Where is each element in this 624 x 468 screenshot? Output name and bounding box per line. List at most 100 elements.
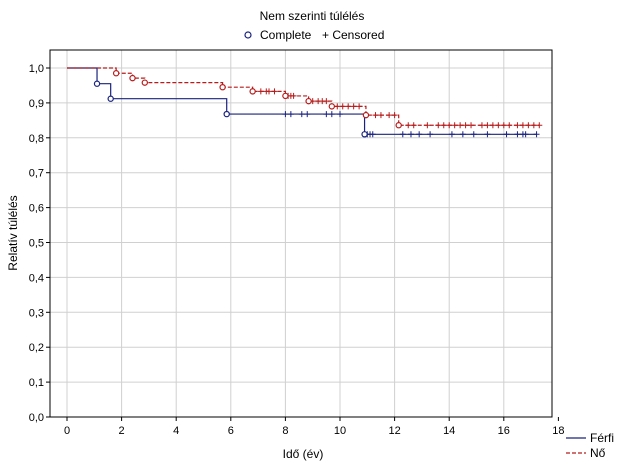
censored-marker [484,131,491,138]
censored-marker [533,131,540,138]
censored-marker [440,122,447,129]
censored-marker [369,131,376,138]
censored-marker [334,103,341,110]
censored-marker [328,111,335,118]
censored-marker [506,122,513,129]
complete-marker [223,110,230,118]
censored-marker [323,111,330,118]
censored-marker [298,111,305,118]
censored-marker [350,103,357,110]
censored-marker [424,122,431,129]
censored-marker [323,98,330,105]
censored-marker [405,122,412,129]
series-1 [67,67,540,138]
complete-marker [395,122,402,129]
censored-marker [536,122,543,129]
complete-marker [129,74,136,82]
y-tick-label: 0,0 [29,412,44,424]
x-tick-label: 4 [173,425,179,437]
censored-marker [416,131,423,138]
marker-legend: Complete + Censored [244,28,384,42]
complete-marker-icon [244,31,252,39]
y-tick-label: 1,0 [29,63,44,75]
series-2 [67,67,543,129]
censored-marker [427,131,434,138]
chart-title: Nem szerinti túlélés [260,9,365,23]
censored-marker [495,122,502,129]
x-tick-label: 2 [119,425,125,437]
censored-marker [399,131,406,138]
censored-marker [519,122,526,129]
x-tick-label: 12 [388,425,400,437]
censored-marker [457,122,464,129]
censored-marker [448,131,455,138]
axes: 0 2 4 6 8 10 12 14 16 18 0,0 0,1 0,2 0,3 0,4 0,5 0,6 0,7 0… [29,63,565,437]
x-tick-label: 6 [228,425,234,437]
y-tick-label: 0,2 [29,342,44,354]
x-tick-label: 8 [282,425,288,437]
x-tick-label: 16 [498,425,510,437]
censored-marker [356,103,363,110]
y-tick-label: 0,1 [29,377,44,389]
marker-legend-censored: + Censored [322,28,384,42]
x-axis-label: Idő (év) [283,447,324,461]
censored-marker [339,103,346,110]
censored-marker [282,111,289,118]
x-tick-label: 18 [552,425,564,437]
survival-line [67,67,537,135]
y-tick-label: 0,3 [29,307,44,319]
censored-marker [372,112,379,119]
censored-marker [290,92,297,99]
x-tick-label: 14 [443,425,455,437]
complete-marker [361,131,368,138]
complete-marker [328,103,336,110]
censored-marker [345,103,352,110]
complete-marker [282,92,289,100]
complete-marker [219,83,226,91]
x-tick-label: 10 [334,425,346,437]
complete-marker [112,70,120,77]
censored-marker [407,131,414,138]
y-tick-label: 0,4 [29,272,44,284]
x-tick-label: 0 [64,425,70,437]
censored-marker [257,88,264,95]
y-tick-label: 0,5 [29,238,44,250]
censored-marker [462,122,469,129]
censored-marker [478,122,485,129]
censored-marker [304,111,311,118]
censored-marker [525,122,532,129]
complete-marker [93,80,101,87]
grid [50,50,552,417]
censored-marker [489,122,496,129]
y-tick-label: 0,6 [29,203,44,215]
complete-marker [107,95,114,102]
complete-marker [249,88,256,95]
y-axis-label: Relatív túlélés [6,195,20,270]
censored-marker [377,112,384,119]
censored-marker [470,131,477,138]
complete-marker [141,79,149,86]
marker-legend-complete: Complete [260,28,312,42]
censored-marker [500,122,507,129]
censored-marker [287,111,294,118]
legend-label: Nő [590,446,606,460]
censored-marker [503,131,510,138]
censored-marker [337,111,343,118]
legend-label: Férfi [590,431,614,445]
complete-marker [305,97,312,105]
censored-marker [391,112,398,119]
censored-marker [468,122,475,129]
censored-marker [484,122,491,129]
plot-frame [49,49,553,418]
y-tick-label: 0,9 [29,98,44,110]
censored-marker [386,112,393,119]
censored-marker [459,131,466,138]
censored-marker [522,131,529,138]
censored-marker [530,122,537,129]
complete-marker [362,111,370,119]
censored-marker [514,131,521,138]
censored-marker [271,88,278,95]
y-tick-label: 0,7 [29,168,44,180]
